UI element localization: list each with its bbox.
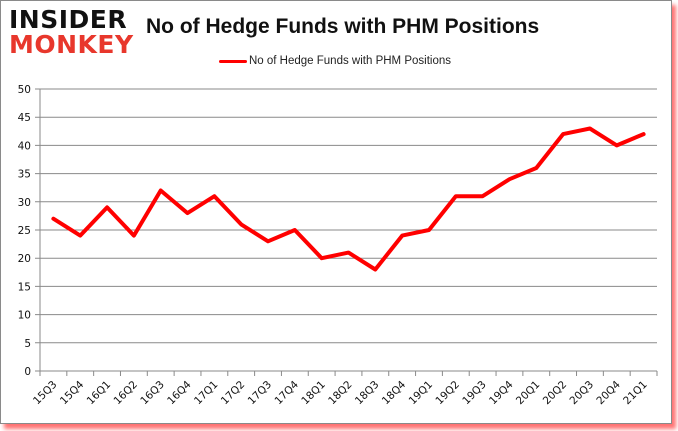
x-tick-label: 20Q4 <box>594 378 623 407</box>
y-axis: 0 5 10 15 20 25 30 35 40 45 50 <box>18 84 41 378</box>
y-tick-label: 35 <box>18 169 31 181</box>
legend-line-swatch-icon <box>219 59 247 63</box>
x-tick-label: 17Q3 <box>246 379 275 408</box>
x-tick-label: 17Q1 <box>192 379 221 408</box>
y-tick-label: 15 <box>18 281 31 293</box>
x-tick-label: 19Q3 <box>460 379 489 408</box>
x-tick-label: 20Q2 <box>541 379 570 408</box>
x-tick-label: 17Q4 <box>272 378 301 407</box>
x-tick-label: 15Q3 <box>31 379 60 408</box>
legend-label: No of Hedge Funds with PHM Positions <box>249 55 451 67</box>
logo-line-1: INSIDER <box>9 5 128 34</box>
x-tick-label: 16Q3 <box>138 379 167 408</box>
series-line <box>51 126 646 272</box>
x-tick-label: 16Q4 <box>165 378 194 407</box>
x-axis: 15Q315Q416Q116Q216Q316Q417Q117Q217Q317Q4… <box>31 371 658 408</box>
x-tick-label: 16Q1 <box>85 379 114 408</box>
x-tick-label: 17Q2 <box>219 379 248 408</box>
x-tick-label: 18Q4 <box>380 378 409 407</box>
y-tick-label: 0 <box>24 366 31 378</box>
y-tick-label: 40 <box>18 140 31 152</box>
logo-line-2: MONKEY <box>9 30 134 59</box>
y-tick-label: 25 <box>18 225 31 237</box>
y-tick-label: 20 <box>18 253 31 265</box>
x-tick-label: 19Q4 <box>487 378 516 407</box>
chart-title: No of Hedge Funds with PHM Positions <box>146 15 540 38</box>
chart-legend: No of Hedge Funds with PHM Positions <box>219 55 451 67</box>
x-tick-label: 15Q4 <box>58 378 87 407</box>
x-tick-label: 20Q3 <box>568 379 597 408</box>
x-tick-label: 20Q1 <box>514 379 543 408</box>
y-tick-label: 30 <box>18 197 31 209</box>
x-tick-label: 16Q2 <box>112 379 141 408</box>
y-tick-label: 5 <box>24 338 31 350</box>
x-tick-label: 18Q3 <box>353 379 382 408</box>
x-tick-label: 18Q2 <box>326 379 355 408</box>
y-tick-label: 10 <box>18 310 31 322</box>
insider-monkey-logo: INSIDER MONKEY <box>9 7 134 57</box>
x-tick-label: 18Q1 <box>299 379 328 408</box>
y-tick-label: 45 <box>18 112 31 124</box>
x-tick-label: 19Q2 <box>433 379 462 408</box>
y-tick-label: 50 <box>18 84 31 96</box>
x-tick-label: 19Q1 <box>407 379 436 408</box>
x-tick-label: 21Q1 <box>621 379 650 408</box>
